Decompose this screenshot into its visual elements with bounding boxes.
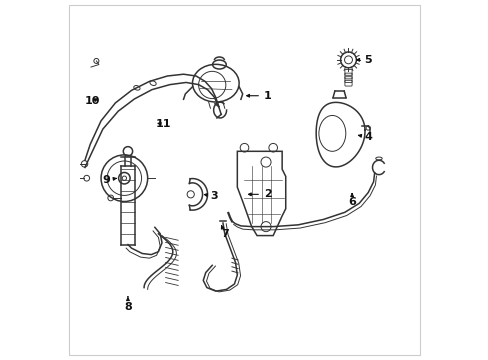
Text: 11: 11	[156, 120, 171, 129]
Text: 10: 10	[84, 96, 100, 106]
Text: 4: 4	[358, 132, 371, 142]
Text: 3: 3	[204, 191, 217, 201]
Text: 8: 8	[124, 297, 132, 312]
Text: 6: 6	[347, 193, 355, 207]
Text: 1: 1	[246, 91, 271, 101]
Text: 5: 5	[356, 55, 371, 65]
Text: 9: 9	[102, 175, 116, 185]
Text: 2: 2	[248, 189, 271, 199]
Text: 7: 7	[221, 226, 228, 239]
